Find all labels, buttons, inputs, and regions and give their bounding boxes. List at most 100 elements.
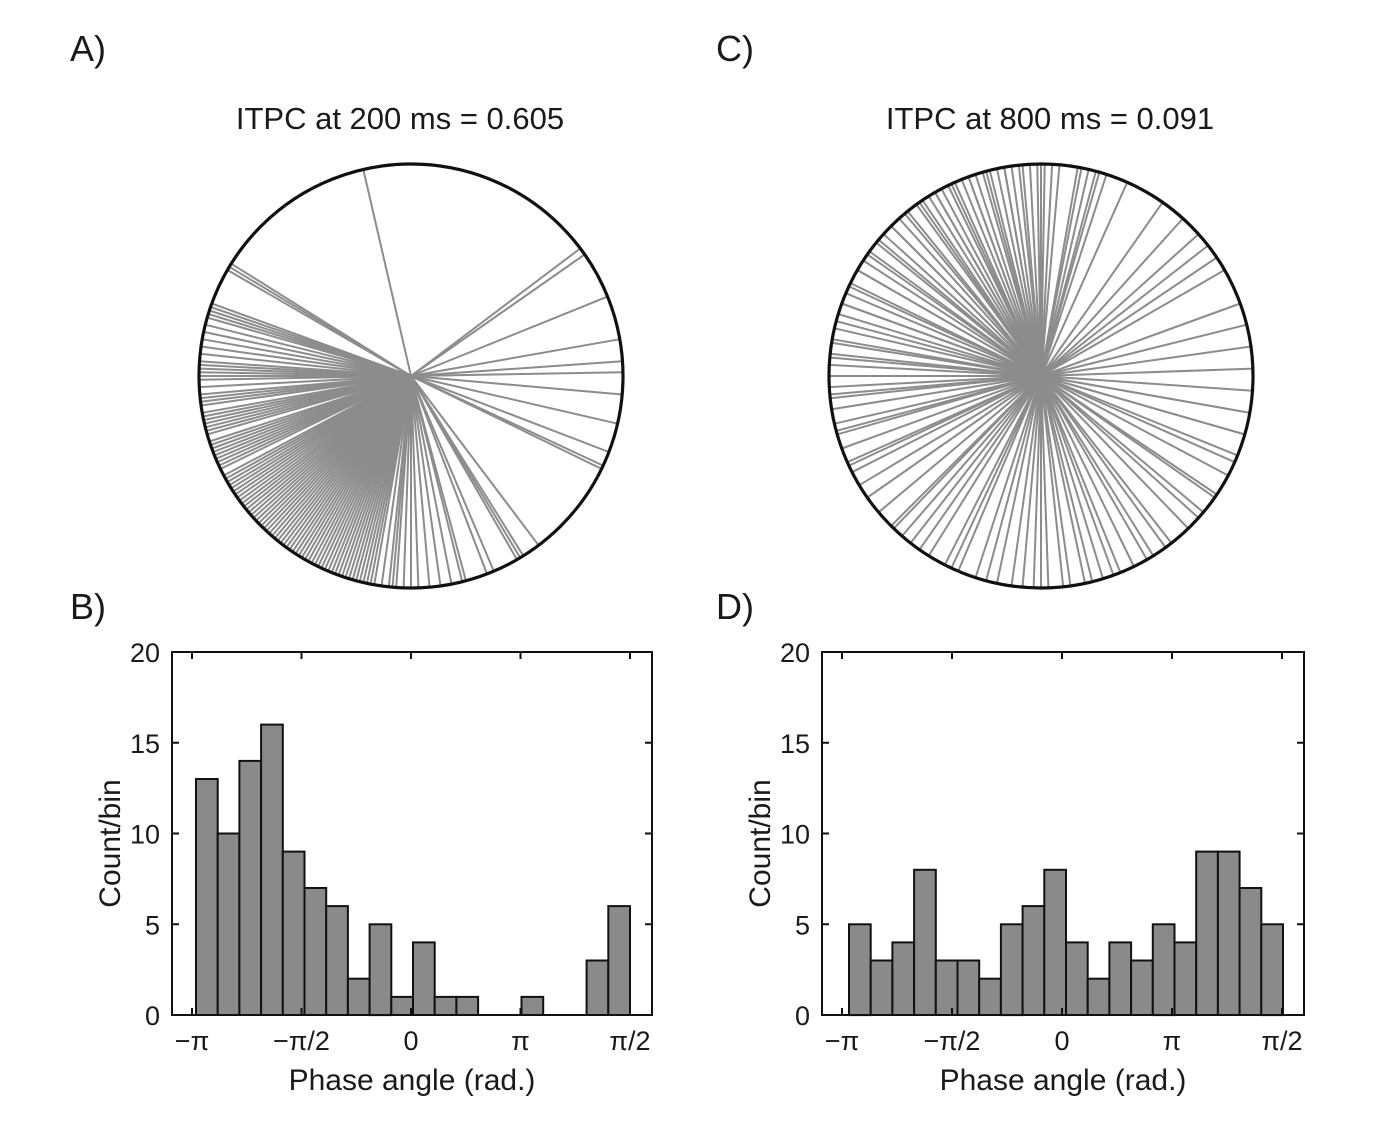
xtick-label-b-1: −π/2 bbox=[273, 1026, 330, 1056]
phase-line-c-125 bbox=[1040, 375, 1218, 496]
bar-b-5 bbox=[303, 887, 328, 1016]
phase-line-c-61 bbox=[862, 259, 1042, 377]
phase-line-a-3 bbox=[226, 269, 412, 377]
bar-d-10 bbox=[1065, 941, 1089, 1017]
phase-line-c-101 bbox=[848, 285, 1042, 377]
phase-line-a-20 bbox=[199, 375, 412, 389]
phase-line-c-5 bbox=[1040, 171, 1101, 377]
phase-line-a-117 bbox=[410, 371, 624, 377]
phase-line-c-10 bbox=[1040, 233, 1200, 377]
phase-line-a-103 bbox=[410, 375, 453, 585]
ytick-label-b-2: 10 bbox=[130, 820, 160, 850]
phase-line-c-95 bbox=[918, 201, 1042, 377]
phase-line-c-105 bbox=[829, 356, 1042, 377]
bar-b-2 bbox=[238, 759, 263, 1017]
phase-line-c-12 bbox=[1040, 256, 1218, 377]
bar-b-7 bbox=[346, 977, 371, 1017]
phase-line-c-104 bbox=[832, 338, 1042, 377]
phase-line-c-32 bbox=[995, 375, 1042, 584]
bar-b-3 bbox=[260, 723, 284, 1016]
phase-line-c-9 bbox=[1040, 217, 1184, 377]
phase-line-c-112 bbox=[950, 375, 1042, 569]
phase-line-c-27 bbox=[1040, 375, 1104, 579]
x-axis-label-b: Phase angle (rad.) bbox=[289, 1064, 536, 1097]
polar-title-c: ITPC at 800 ms = 0.091 bbox=[885, 101, 1215, 136]
phase-line-a-40 bbox=[220, 375, 412, 470]
phase-line-c-35 bbox=[943, 375, 1042, 566]
phase-line-a-116 bbox=[410, 375, 623, 396]
phase-line-c-45 bbox=[841, 375, 1042, 450]
phase-line-c-52 bbox=[829, 363, 1042, 377]
phase-line-c-7 bbox=[1040, 181, 1129, 377]
phase-line-c-113 bbox=[985, 375, 1042, 582]
bar-b-8 bbox=[368, 923, 393, 1017]
bar-b-1 bbox=[216, 832, 241, 1016]
phase-line-a-118 bbox=[410, 360, 623, 377]
phase-line-a-94 bbox=[380, 375, 412, 587]
phase-line-c-72 bbox=[940, 188, 1042, 377]
phase-line-c-70 bbox=[927, 195, 1042, 377]
phase-line-a-111 bbox=[410, 375, 540, 546]
phase-line-a-8 bbox=[206, 316, 412, 377]
phase-line-a-110 bbox=[410, 375, 525, 557]
phase-line-c-124 bbox=[1040, 375, 1205, 514]
phase-line-a-100 bbox=[410, 375, 420, 588]
panel-letter-c: C) bbox=[716, 28, 754, 69]
phase-line-c-96 bbox=[903, 212, 1042, 377]
polar-title-a: ITPC at 200 ms = 0.605 bbox=[235, 101, 565, 136]
bar-d-11 bbox=[1086, 977, 1111, 1017]
phase-line-a-24 bbox=[200, 375, 412, 407]
phase-line-a-115 bbox=[410, 375, 618, 425]
phase-line-c-115 bbox=[1032, 375, 1042, 588]
unit-circle-c bbox=[827, 162, 1255, 590]
phase-line-c-50 bbox=[829, 375, 1042, 389]
phase-line-c-37 bbox=[909, 375, 1042, 544]
phase-line-c-29 bbox=[1040, 375, 1065, 587]
xtick-label-d-3: π bbox=[1163, 1026, 1182, 1056]
phase-line-c-42 bbox=[858, 375, 1042, 487]
bar-d-5 bbox=[956, 959, 981, 1016]
phase-line-c-87 bbox=[1040, 164, 1054, 377]
bar-b-15 bbox=[520, 995, 545, 1017]
phase-line-c-126 bbox=[1040, 375, 1229, 477]
phase-line-c-23 bbox=[1040, 375, 1200, 519]
phase-line-a-19 bbox=[198, 375, 412, 381]
xtick-label-d-4: π/2 bbox=[1261, 1026, 1302, 1056]
phase-line-a-101 bbox=[410, 375, 431, 588]
panel-letter-d: D) bbox=[716, 586, 754, 627]
phase-line-c-89 bbox=[1021, 164, 1042, 377]
bar-b-18 bbox=[585, 959, 610, 1016]
phase-line-c-2 bbox=[1040, 167, 1083, 377]
ytick-label-b-0: 0 bbox=[145, 1001, 160, 1031]
bar-b-10 bbox=[412, 941, 436, 1017]
bar-d-8 bbox=[1021, 905, 1046, 1016]
xtick-label-d-2: 0 bbox=[1054, 1026, 1069, 1056]
bar-b-6 bbox=[325, 905, 349, 1016]
phase-line-c-99 bbox=[866, 253, 1042, 377]
phase-line-c-94 bbox=[934, 191, 1042, 377]
panel-letter-b: B) bbox=[70, 586, 106, 627]
phase-line-c-128 bbox=[1040, 375, 1246, 436]
phase-line-a-9 bbox=[205, 323, 412, 377]
phase-line-c-111 bbox=[918, 375, 1042, 551]
bar-d-17 bbox=[1216, 850, 1241, 1016]
phase-line-c-129 bbox=[1040, 375, 1250, 414]
phase-line-c-11 bbox=[1040, 244, 1209, 377]
phase-line-c-58 bbox=[845, 292, 1042, 377]
phase-line-c-64 bbox=[882, 233, 1042, 377]
phase-line-c-103 bbox=[835, 320, 1042, 377]
ytick-label-d-3: 15 bbox=[780, 729, 810, 759]
phase-line-c-43 bbox=[851, 375, 1042, 474]
phase-line-c-100 bbox=[856, 269, 1042, 377]
bar-d-0 bbox=[848, 923, 872, 1017]
phase-line-c-75 bbox=[960, 179, 1042, 377]
bar-d-2 bbox=[891, 941, 916, 1017]
phase-line-a-31 bbox=[206, 375, 412, 436]
phase-line-a-106 bbox=[410, 375, 488, 575]
phase-line-c-21 bbox=[1040, 375, 1236, 464]
phase-line-c-120 bbox=[1040, 375, 1135, 567]
phase-line-c-114 bbox=[1010, 375, 1042, 587]
ytick-label-b-1: 5 bbox=[145, 910, 160, 940]
bar-b-4 bbox=[281, 850, 306, 1016]
